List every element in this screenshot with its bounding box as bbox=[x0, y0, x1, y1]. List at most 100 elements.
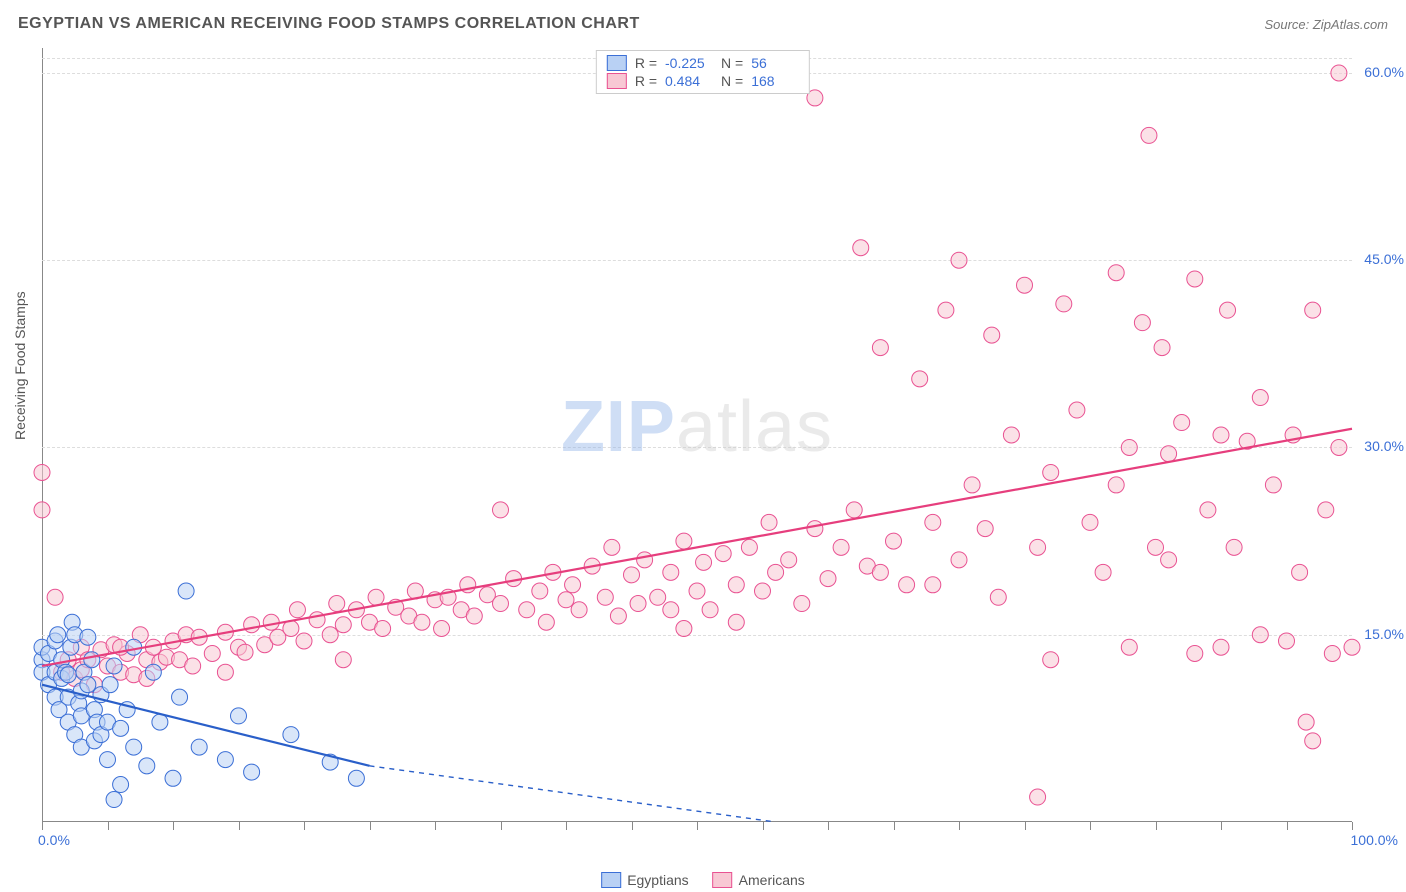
americans-point bbox=[1331, 65, 1347, 81]
americans-point bbox=[217, 664, 233, 680]
x-tick bbox=[1287, 822, 1288, 830]
americans-point bbox=[1108, 265, 1124, 281]
americans-point bbox=[663, 564, 679, 580]
r-value: 0.484 bbox=[665, 73, 713, 89]
legend-swatch bbox=[601, 872, 621, 888]
americans-point bbox=[624, 567, 640, 583]
americans-point bbox=[1220, 302, 1236, 318]
americans-point bbox=[853, 240, 869, 256]
americans-series bbox=[34, 65, 1360, 805]
x-tick bbox=[894, 822, 895, 830]
americans-point bbox=[335, 617, 351, 633]
egyptians-point bbox=[217, 752, 233, 768]
americans-point bbox=[1095, 564, 1111, 580]
x-tick bbox=[370, 822, 371, 830]
americans-point bbox=[1279, 633, 1295, 649]
americans-point bbox=[1121, 439, 1137, 455]
egyptians-point bbox=[113, 720, 129, 736]
americans-point bbox=[1134, 315, 1150, 331]
egyptians-point bbox=[152, 714, 168, 730]
n-label: N = bbox=[721, 73, 743, 89]
americans-point bbox=[1187, 271, 1203, 287]
x-tick bbox=[959, 822, 960, 830]
americans-point bbox=[532, 583, 548, 599]
americans-point bbox=[1305, 302, 1321, 318]
egyptians-point bbox=[84, 652, 100, 668]
egyptians-point bbox=[80, 677, 96, 693]
legend-swatch bbox=[607, 73, 627, 89]
americans-point bbox=[335, 652, 351, 668]
americans-point bbox=[185, 658, 201, 674]
americans-point bbox=[984, 327, 1000, 343]
americans-point bbox=[375, 621, 391, 637]
x-tick-label: 100.0% bbox=[1351, 832, 1398, 848]
americans-point bbox=[434, 621, 450, 637]
americans-point bbox=[1324, 645, 1340, 661]
y-axis-title: Receiving Food Stamps bbox=[12, 291, 28, 440]
egyptians-trendline-dashed bbox=[370, 766, 776, 822]
americans-point bbox=[663, 602, 679, 618]
x-tick bbox=[1025, 822, 1026, 830]
x-tick bbox=[1352, 822, 1353, 830]
americans-point bbox=[47, 589, 63, 605]
egyptians-point bbox=[244, 764, 260, 780]
x-tick bbox=[108, 822, 109, 830]
americans-point bbox=[1265, 477, 1281, 493]
americans-point bbox=[558, 592, 574, 608]
x-tick bbox=[1156, 822, 1157, 830]
y-tick-label: 45.0% bbox=[1364, 251, 1404, 267]
americans-point bbox=[34, 464, 50, 480]
americans-point bbox=[1043, 464, 1059, 480]
americans-point bbox=[493, 502, 509, 518]
americans-point bbox=[1003, 427, 1019, 443]
americans-point bbox=[702, 602, 718, 618]
americans-point bbox=[951, 552, 967, 568]
egyptians-point bbox=[106, 792, 122, 808]
egyptians-point bbox=[102, 677, 118, 693]
americans-point bbox=[637, 552, 653, 568]
americans-point bbox=[676, 533, 692, 549]
chart-title: EGYPTIAN VS AMERICAN RECEIVING FOOD STAM… bbox=[18, 15, 640, 33]
americans-point bbox=[329, 596, 345, 612]
americans-point bbox=[493, 596, 509, 612]
americans-point bbox=[1056, 296, 1072, 312]
americans-point bbox=[951, 252, 967, 268]
egyptians-point bbox=[191, 739, 207, 755]
stats-legend-row: R = -0.225 N = 56 bbox=[607, 55, 799, 71]
source-attribution: Source: ZipAtlas.com bbox=[1264, 17, 1388, 32]
r-label: R = bbox=[635, 55, 657, 71]
americans-point bbox=[466, 608, 482, 624]
y-tick-label: 15.0% bbox=[1364, 626, 1404, 642]
americans-point bbox=[715, 546, 731, 562]
x-tick bbox=[1090, 822, 1091, 830]
americans-point bbox=[768, 564, 784, 580]
americans-point bbox=[34, 502, 50, 518]
americans-point bbox=[807, 521, 823, 537]
n-label: N = bbox=[721, 55, 743, 71]
x-tick bbox=[763, 822, 764, 830]
americans-point bbox=[1161, 446, 1177, 462]
americans-point bbox=[1121, 639, 1137, 655]
americans-point bbox=[296, 633, 312, 649]
americans-point bbox=[289, 602, 305, 618]
series-legend-item: Americans bbox=[713, 872, 805, 888]
americans-point bbox=[1305, 733, 1321, 749]
americans-point bbox=[604, 539, 620, 555]
americans-point bbox=[781, 552, 797, 568]
egyptians-point bbox=[50, 627, 66, 643]
n-value: 56 bbox=[751, 55, 799, 71]
x-tick-label: 0.0% bbox=[38, 832, 70, 848]
americans-point bbox=[846, 502, 862, 518]
americans-point bbox=[1213, 639, 1229, 655]
x-tick bbox=[828, 822, 829, 830]
americans-point bbox=[244, 617, 260, 633]
americans-point bbox=[322, 627, 338, 643]
americans-point bbox=[263, 614, 279, 630]
americans-point bbox=[1148, 539, 1164, 555]
americans-point bbox=[872, 340, 888, 356]
americans-point bbox=[761, 514, 777, 530]
americans-point bbox=[414, 614, 430, 630]
scatter-plot bbox=[42, 48, 1352, 822]
americans-point bbox=[886, 533, 902, 549]
americans-point bbox=[820, 571, 836, 587]
